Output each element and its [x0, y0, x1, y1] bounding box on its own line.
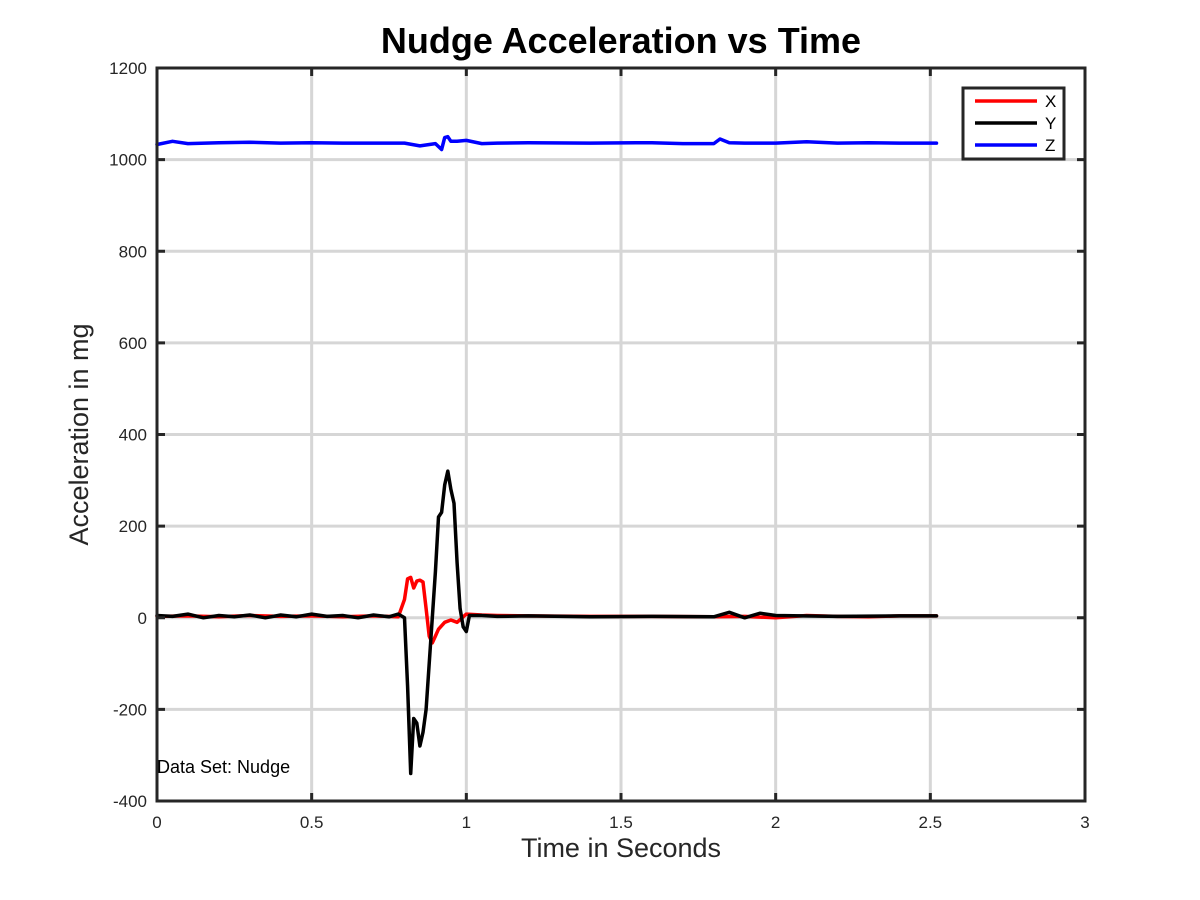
x-tick-label: 0.5 — [300, 813, 324, 832]
series-layer — [155, 134, 939, 776]
y-axis-label: Acceleration in mg — [64, 323, 94, 545]
legend-label-x: X — [1045, 92, 1056, 111]
chart-title: Nudge Acceleration vs Time — [381, 20, 861, 61]
y-tick-label: 1200 — [109, 59, 147, 78]
y-tick-label: 600 — [119, 334, 147, 353]
series-line-z — [155, 134, 939, 152]
legend: XYZ — [961, 86, 1066, 161]
x-tick-label: 1.5 — [609, 813, 633, 832]
data-set-annotation: Data Set: Nudge — [157, 757, 290, 777]
legend-label-y: Y — [1045, 114, 1056, 133]
grid — [157, 68, 1085, 801]
y-tick-label: -400 — [113, 792, 147, 811]
x-tick-label: 0 — [152, 813, 161, 832]
y-tick-label: 1000 — [109, 151, 147, 170]
legend-label-z: Z — [1045, 136, 1055, 155]
y-tick-label: -200 — [113, 700, 147, 719]
x-tick-label: 2.5 — [919, 813, 943, 832]
x-tick-label: 1 — [462, 813, 471, 832]
x-tick-label: 3 — [1080, 813, 1089, 832]
y-tick-label: 800 — [119, 242, 147, 261]
x-tick-label: 2 — [771, 813, 780, 832]
y-tick-label: 400 — [119, 426, 147, 445]
ticks: 0 0.5 1 1.5 2 2.5 3 -400 -200 0 200 400 600 800 1000 12… — [109, 59, 1090, 832]
y-tick-label: 0 — [138, 609, 147, 628]
series-line-y — [155, 469, 939, 776]
x-axis-label: Time in Seconds — [521, 833, 721, 863]
y-tick-label: 200 — [119, 517, 147, 536]
